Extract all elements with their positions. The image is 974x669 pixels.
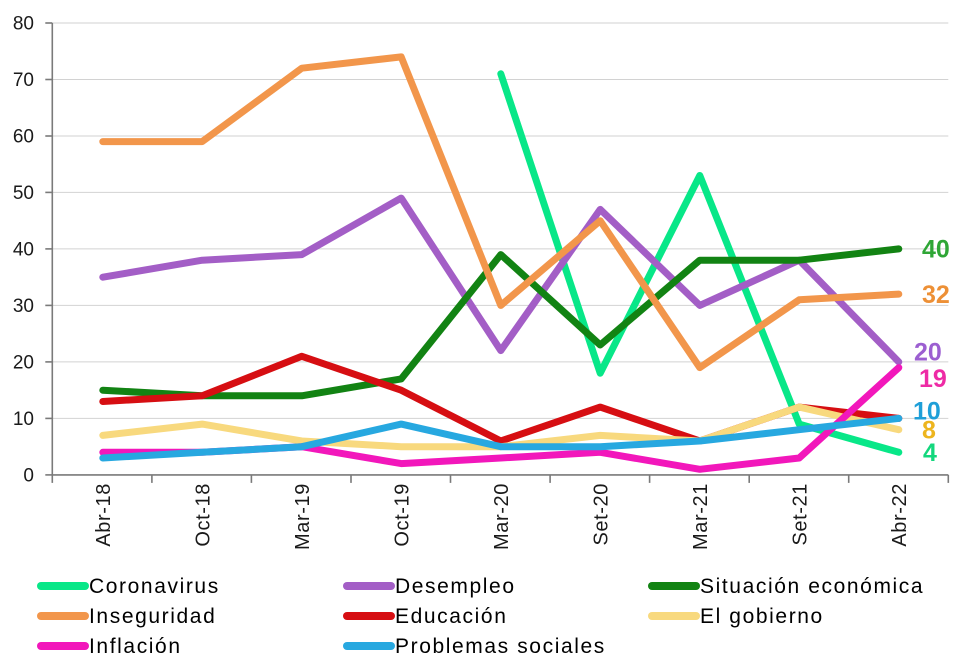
svg-text:Desempleo: Desempleo <box>395 575 516 598</box>
svg-text:30: 30 <box>13 296 34 317</box>
svg-text:Inseguridad: Inseguridad <box>89 605 216 628</box>
svg-text:Coronavirus: Coronavirus <box>89 575 220 598</box>
svg-text:Oct-19: Oct-19 <box>391 483 413 547</box>
svg-text:4: 4 <box>923 439 937 467</box>
svg-text:60: 60 <box>13 127 34 148</box>
svg-text:80: 80 <box>13 14 34 35</box>
svg-text:Mar-19: Mar-19 <box>292 483 314 550</box>
svg-text:32: 32 <box>922 281 950 309</box>
svg-text:El gobierno: El gobierno <box>700 605 824 628</box>
svg-text:19: 19 <box>919 365 947 393</box>
svg-text:8: 8 <box>922 417 936 445</box>
svg-text:Abr-22: Abr-22 <box>889 483 911 547</box>
svg-text:20: 20 <box>13 353 34 374</box>
svg-text:Educación: Educación <box>395 605 507 628</box>
svg-text:50: 50 <box>13 183 34 204</box>
svg-text:Problemas sociales: Problemas sociales <box>395 635 606 658</box>
svg-text:0: 0 <box>23 466 34 487</box>
svg-text:Inflación: Inflación <box>89 635 182 658</box>
svg-text:40: 40 <box>13 240 34 261</box>
svg-text:Mar-20: Mar-20 <box>491 483 513 550</box>
svg-text:40: 40 <box>922 236 950 264</box>
svg-text:10: 10 <box>13 409 34 430</box>
svg-text:Situación económica: Situación económica <box>700 575 924 598</box>
svg-text:Mar-21: Mar-21 <box>690 483 712 550</box>
svg-text:20: 20 <box>914 339 942 367</box>
svg-text:Oct-18: Oct-18 <box>192 483 214 547</box>
svg-text:Abr-18: Abr-18 <box>93 483 115 547</box>
svg-text:70: 70 <box>13 70 34 91</box>
svg-text:Set-20: Set-20 <box>591 483 613 546</box>
svg-text:10: 10 <box>913 397 941 425</box>
svg-text:Set-21: Set-21 <box>790 483 812 546</box>
